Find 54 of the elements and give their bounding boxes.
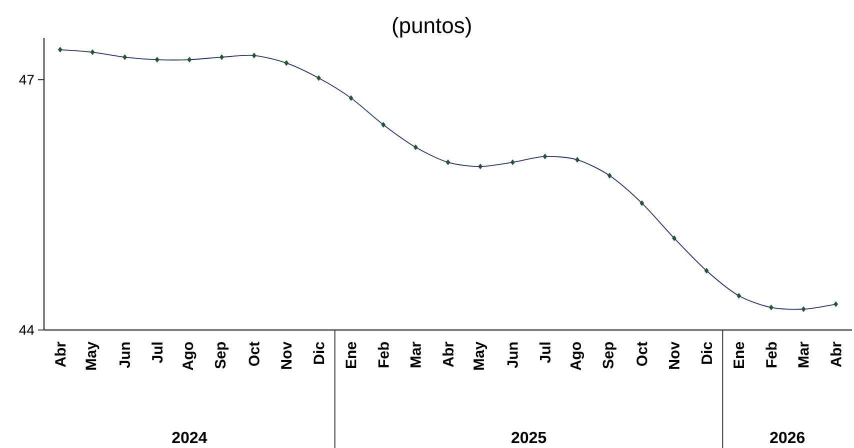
x-tick-label: Sep — [602, 342, 616, 368]
x-tick-label: Sep — [214, 342, 229, 368]
x-tick-label: Ene — [734, 342, 744, 368]
x-tick-label: Feb — [378, 342, 389, 368]
x-tick-label: Oct — [636, 342, 648, 366]
point — [348, 95, 354, 101]
point — [640, 200, 644, 206]
point — [446, 159, 450, 165]
point — [220, 54, 224, 60]
point — [607, 172, 612, 178]
x-tick-label: Abr — [830, 342, 842, 367]
chart-title: (puntos) — [392, 16, 471, 38]
point — [736, 292, 742, 298]
x-tick-label: Ene — [346, 342, 356, 368]
y-tick-label: 47 — [19, 74, 34, 84]
point — [316, 75, 321, 81]
point — [510, 159, 515, 165]
x-tick-label: Mar — [798, 342, 809, 368]
point — [122, 54, 127, 60]
point — [414, 144, 418, 150]
x-tick-label: Jun — [120, 342, 130, 368]
x-tick-label: Abr — [54, 342, 66, 367]
x-tick-label: Jun — [507, 342, 518, 368]
point — [284, 60, 289, 66]
x-tick-label: May — [474, 341, 488, 370]
point — [575, 156, 580, 162]
x-tick-label: Nov — [281, 341, 292, 369]
y-tick-label: 44 — [19, 324, 34, 335]
point — [90, 49, 95, 55]
text: 2024 — [172, 432, 208, 443]
point — [672, 235, 676, 241]
point — [187, 56, 192, 62]
point — [154, 56, 160, 62]
x-tick-label: Dic — [313, 342, 324, 364]
x-tick-label: Jul — [152, 342, 163, 363]
point — [252, 52, 256, 58]
text: 2025 — [512, 432, 546, 443]
x-tick-label: Nov — [669, 341, 680, 369]
point — [834, 301, 838, 307]
point — [801, 306, 806, 312]
x-tick-label: Ago — [182, 342, 196, 370]
x-tick-label: Dic — [701, 342, 712, 364]
point — [704, 268, 709, 274]
x-tick-label: Mar — [410, 342, 421, 368]
x-tick-label: May — [86, 341, 100, 370]
x-tick-label: Jul — [539, 342, 550, 363]
x-tick-label: Oct — [248, 342, 260, 366]
x-tick-label: Feb — [766, 342, 777, 368]
x-tick-label: Ago — [570, 342, 584, 370]
text: 2026 — [770, 432, 805, 443]
x-tick-label: Abr — [442, 342, 454, 367]
point — [58, 46, 62, 52]
point — [381, 122, 386, 128]
point — [542, 153, 548, 160]
